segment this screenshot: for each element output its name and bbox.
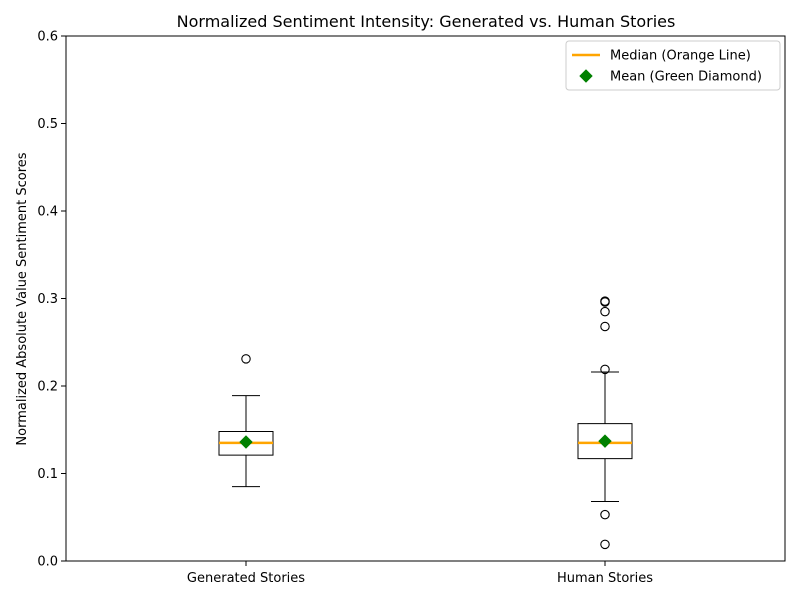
legend-box xyxy=(565,40,781,91)
y-tick-label: 0.4 xyxy=(37,205,58,220)
legend: Median (Orange Line) Mean (Green Diamond) xyxy=(565,40,781,91)
outlier-point xyxy=(600,364,610,375)
y-tick-label: 0.3 xyxy=(37,292,58,307)
plot-frame xyxy=(65,35,786,562)
mean-marker xyxy=(239,435,253,449)
legend-item: Mean (Green Diamond) xyxy=(579,69,762,85)
box-group: Human Stories xyxy=(557,296,653,586)
y-tick-label: 0.1 xyxy=(37,467,58,482)
y-tick-label: 0.0 xyxy=(37,555,58,570)
outlier-point xyxy=(600,509,610,520)
outlier-point xyxy=(241,354,251,364)
outlier-point xyxy=(600,296,610,306)
box-group: Generated Stories xyxy=(187,354,305,586)
plot-area: 0.0 0.1 0.2 0.3 0.4 0.5 0.6 Generated Stories Hu… xyxy=(37,30,653,587)
chart-title: Normalized Sentiment Intensity: Generate… xyxy=(177,12,676,31)
y-axis-title: Normalized Absolute Value Sentiment Scor… xyxy=(15,152,30,445)
iqr-box xyxy=(577,423,633,460)
legend-item: Median (Orange Line) xyxy=(572,49,751,64)
outlier-point xyxy=(600,321,610,332)
legend-mean-swatch xyxy=(579,69,593,83)
mean-marker xyxy=(598,434,612,448)
y-tick-label: 0.2 xyxy=(37,380,58,395)
y-tick-label: 0.5 xyxy=(37,117,58,132)
x-tick-label: Generated Stories xyxy=(187,571,305,586)
legend-label: Mean (Green Diamond) xyxy=(610,70,762,85)
outlier-point xyxy=(600,539,610,550)
outlier-point xyxy=(600,306,610,317)
legend-label: Median (Orange Line) xyxy=(610,49,751,64)
y-tick-label: 0.6 xyxy=(37,30,58,45)
x-tick-label: Human Stories xyxy=(557,571,653,586)
